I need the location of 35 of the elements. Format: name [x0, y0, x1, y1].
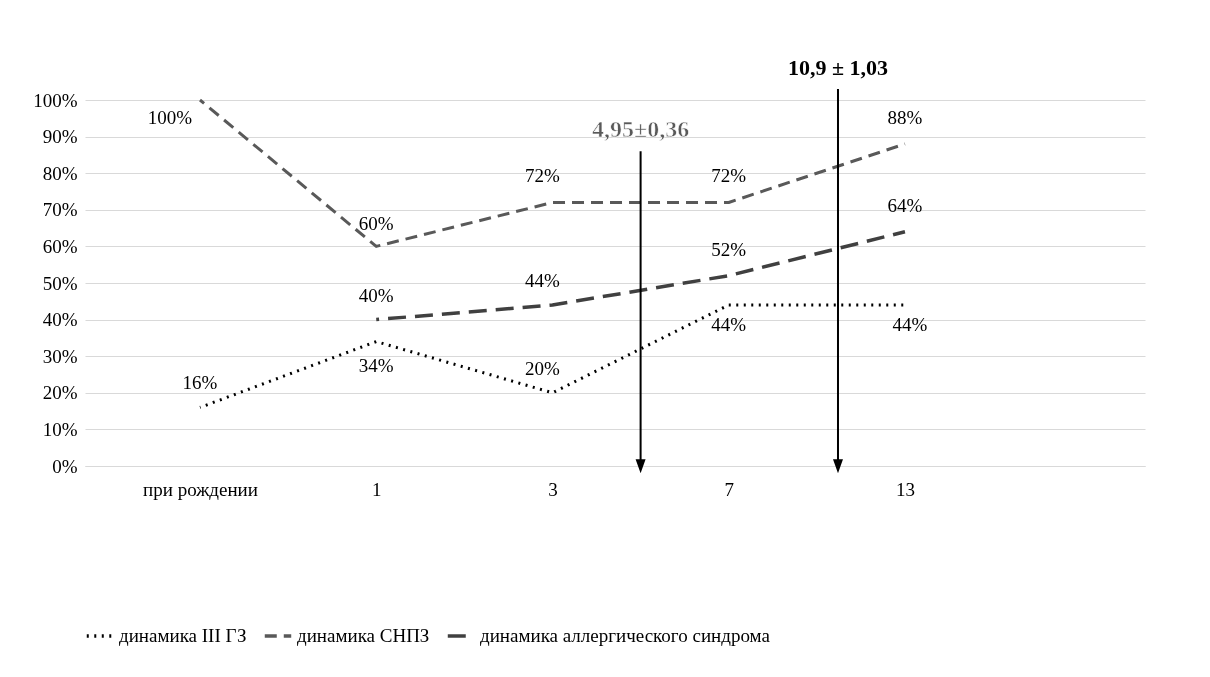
data-label: 34%	[358, 354, 394, 376]
x-tick-label: 13	[895, 478, 915, 500]
data-label: 40%	[358, 284, 394, 306]
legend-label: динамика III ГЗ	[119, 625, 247, 646]
y-tick-label: 20%	[42, 382, 78, 404]
text: 10,9 ± 1,03	[787, 55, 889, 81]
legend-label: динамика аллергического синдрома	[480, 625, 771, 646]
y-tick-label: 40%	[42, 309, 78, 331]
data-label: 44%	[892, 313, 928, 335]
y-tick-label: 80%	[42, 162, 78, 184]
data-label: 60%	[358, 213, 394, 235]
data-label: 72%	[711, 165, 747, 187]
data-label: 88%	[887, 106, 923, 128]
x-tick-label: 7	[724, 478, 734, 500]
y-tick-label: 10%	[42, 418, 78, 440]
annotation: 4,95±0,36	[592, 116, 690, 143]
y-tick-label: 0%	[52, 455, 78, 477]
data-label: 72%	[525, 165, 561, 187]
y-tick-label: 50%	[42, 272, 78, 294]
data-label: 100%	[147, 107, 193, 128]
y-tick-label: 60%	[42, 235, 78, 257]
x-tick-label: при рождении	[143, 478, 258, 500]
x-tick-label: 1	[371, 478, 382, 500]
legend-label: динамика СНПЗ	[297, 625, 430, 646]
y-tick-label: 30%	[42, 345, 78, 367]
y-tick-label: 90%	[42, 126, 78, 148]
data-label: 64%	[887, 194, 923, 216]
data-label: 44%	[711, 313, 747, 335]
y-tick-label: 100%	[33, 89, 78, 111]
x-tick-label: 3	[548, 478, 558, 500]
data-label: 20%	[525, 357, 561, 379]
data-label: 52%	[711, 238, 747, 260]
data-label: 16%	[182, 372, 218, 394]
data-label: 44%	[525, 269, 561, 291]
y-tick-label: 70%	[42, 199, 78, 221]
